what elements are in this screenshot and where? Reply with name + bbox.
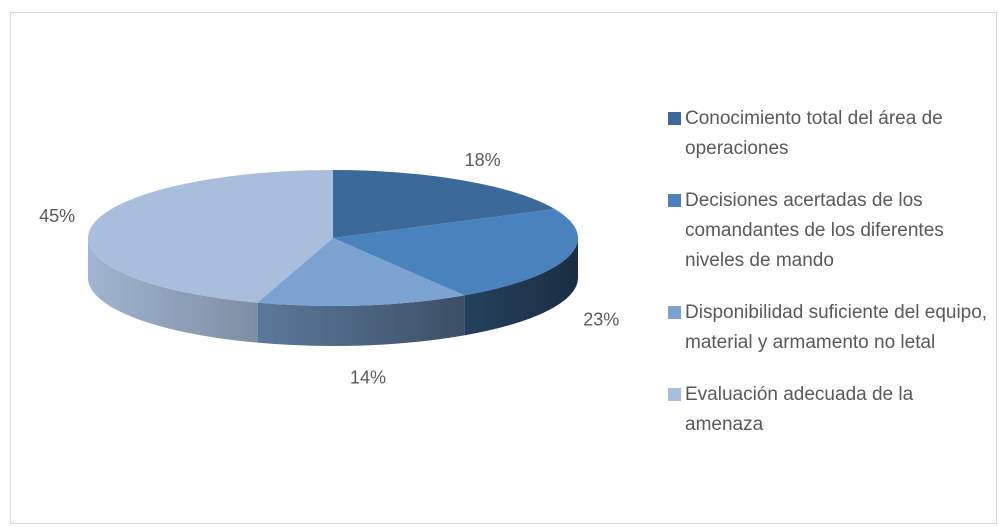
slice — [88, 170, 333, 303]
chart-frame — [10, 12, 997, 524]
legend-swatch — [668, 306, 681, 319]
legend-entry: Evaluación adecuada de la amenaza — [668, 380, 990, 440]
data-label: 14% — [350, 368, 386, 388]
data-label: 18% — [465, 150, 501, 170]
slice — [257, 238, 465, 306]
slice-side — [464, 238, 578, 336]
slice-side — [257, 295, 465, 346]
legend-label: Evaluación adecuada de la amenaza — [685, 384, 914, 435]
legend-label: Disponibilidad suficiente del equipo, ma… — [685, 302, 988, 353]
data-label: 45% — [39, 206, 75, 226]
slice — [333, 170, 555, 238]
legend-label: Decisiones acertadas de los comandantes … — [685, 190, 944, 271]
legend-entry: Decisiones acertadas de los comandantes … — [668, 186, 990, 276]
legend-entry: Disponibilidad suficiente del equipo, ma… — [668, 298, 990, 358]
legend-swatch — [668, 194, 681, 207]
legend-swatch — [668, 388, 681, 401]
data-label: 23% — [583, 310, 619, 330]
slice — [333, 209, 578, 296]
legend-swatch — [668, 112, 681, 125]
legend-label: Conocimiento total del área de operacion… — [685, 108, 943, 159]
legend: Conocimiento total del área de operacion… — [668, 104, 990, 440]
slice-side — [88, 238, 258, 343]
legend-entry: Conocimiento total del área de operacion… — [668, 104, 990, 164]
